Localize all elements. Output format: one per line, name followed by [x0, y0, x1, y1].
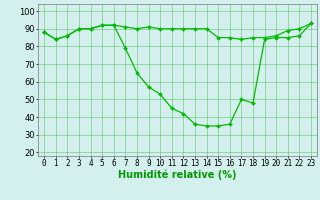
X-axis label: Humidité relative (%): Humidité relative (%): [118, 169, 237, 180]
